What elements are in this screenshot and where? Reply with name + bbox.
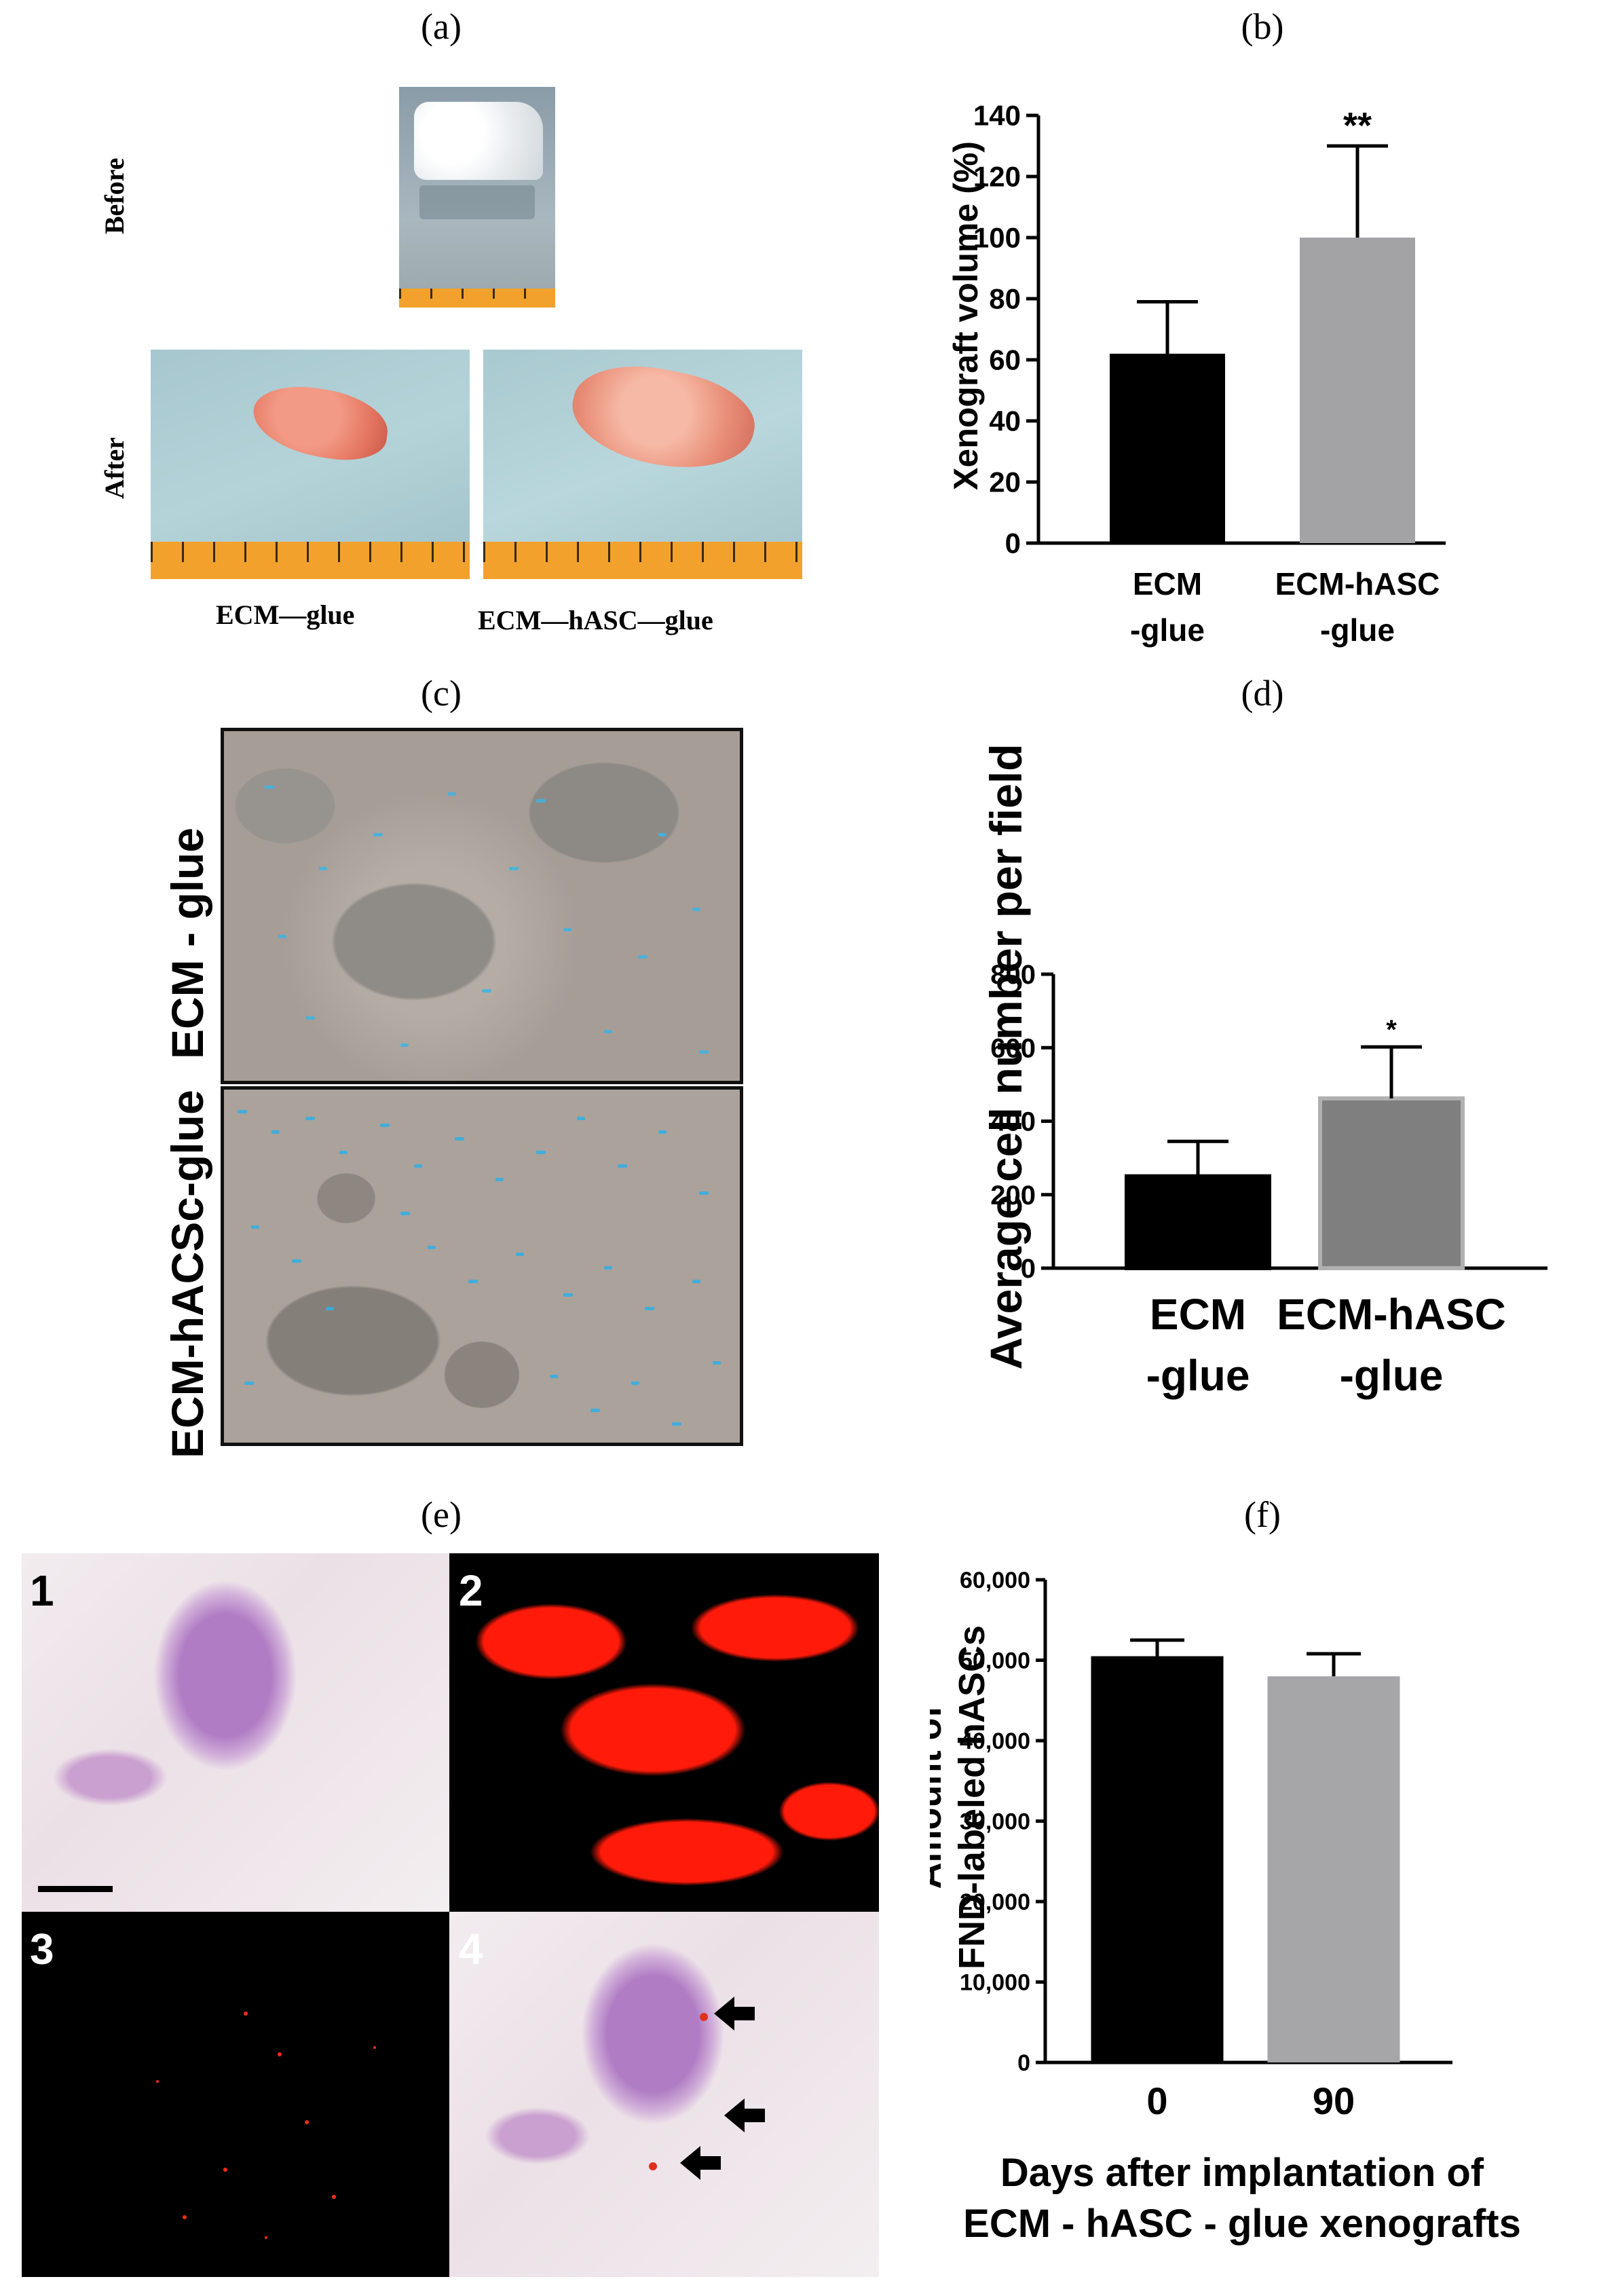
y-tick-label: 60,000: [960, 1568, 1030, 1593]
panel-label-a: (a): [421, 6, 462, 47]
significance-marker: *: [1386, 1015, 1397, 1045]
ecm-hasc-glue-photo: [483, 350, 802, 579]
category-label: 0: [1146, 2079, 1167, 2122]
ruler: [151, 542, 470, 579]
y-tick-label: 20: [989, 466, 1021, 498]
bar: [1091, 1656, 1224, 2062]
y-tick-label: 600: [990, 1033, 1036, 1063]
category-label: 90: [1313, 2079, 1355, 2122]
y-tick-label: 40,000: [960, 1728, 1030, 1754]
tile-number: 1: [30, 1566, 54, 1615]
y-tick-label: 30,000: [960, 1809, 1030, 1834]
fnd-signal-dots: [156, 2012, 376, 2239]
y-tick-label: 0: [1021, 1254, 1036, 1284]
he-tile-1: 1: [22, 1553, 449, 1912]
y-axis-label: Amount of: [930, 1705, 949, 1889]
panel-label-e: (e): [421, 1494, 462, 1535]
y-tick-label: 400: [990, 1107, 1036, 1137]
y-tick-label: 100: [973, 222, 1021, 254]
ruler: [399, 289, 555, 308]
category-label: -glue: [1130, 612, 1205, 648]
category-label: -glue: [1340, 1351, 1444, 1400]
category-label: ECM-hASC: [1275, 566, 1440, 601]
y-tick-label: 10,000: [960, 1969, 1030, 1995]
y-tick-label: 60: [989, 344, 1021, 376]
cell-nuclei: [265, 785, 709, 1054]
bar: [1300, 238, 1415, 543]
chart-d: 0 200 400 600 800 ECM -glue * ECM-hASC -glue Avera…: [981, 747, 1547, 1400]
category-label: -glue: [1146, 1351, 1250, 1400]
scale-bar: [38, 1886, 113, 1892]
panel-label-f: (f): [1244, 1494, 1281, 1535]
significance-marker: **: [1343, 105, 1372, 146]
panel-label-c: (c): [421, 673, 462, 714]
y-axis-label: FND-labeled hASCs: [952, 1625, 992, 1969]
xenograft-tissue: [248, 379, 392, 466]
tile-number: 3: [30, 1925, 54, 1974]
y-tick-label: 140: [973, 100, 1021, 132]
y-tick-label: 0: [1005, 527, 1021, 559]
arrow-icon: [714, 1997, 755, 2031]
fluorescence-tile-2: 2: [449, 1553, 879, 1912]
after-label: After: [99, 437, 130, 499]
ruler: [483, 542, 802, 579]
y-tick-label: 40: [989, 405, 1021, 437]
category-label: ECM-hASC: [1277, 1290, 1506, 1339]
micrograph-ecm-glue: [221, 728, 743, 1084]
he-tile-4: 4: [449, 1912, 879, 2277]
cell-nuclei: [238, 1110, 721, 1426]
panel-label-b: (b): [1241, 6, 1284, 47]
tile-number: 2: [459, 1566, 483, 1615]
before-label: Before: [99, 158, 130, 234]
arrow-icon: [724, 2098, 765, 2132]
ecm-glue-row-label: ECM - glue: [162, 828, 212, 1059]
y-axis-label: Average cell number per field: [981, 747, 1031, 1369]
caption-ecm-glue: ECM—glue: [216, 599, 355, 630]
bar: [1318, 1096, 1465, 1270]
arrow-icon: [680, 2146, 721, 2180]
x-axis-label: ECM - hASC - glue xenografts: [963, 2202, 1521, 2246]
scaffold-shape: [414, 102, 543, 180]
arrow-markers: [649, 1997, 765, 2180]
bar: [1110, 354, 1225, 543]
y-tick-label: 50,000: [960, 1648, 1030, 1673]
before-photo: [399, 87, 555, 308]
chart-f: 0 10,000 20,000 30,000 40,000 50,000 60,000 0 90…: [930, 1568, 1521, 2246]
y-axis-label: Xenograft volume (%): [947, 141, 985, 490]
bar: [1125, 1174, 1271, 1270]
category-label: ECM: [1150, 1290, 1246, 1339]
chart-b: 0 20 40 60 80 100 120 140 ECM -glue ** ECM-hASC -glu…: [947, 100, 1446, 648]
x-axis-label: Days after implantation of: [1000, 2151, 1484, 2195]
category-label: ECM: [1133, 566, 1202, 601]
bar: [1267, 1676, 1400, 2062]
y-tick-label: 20,000: [960, 1889, 1030, 1915]
tile-number: 4: [459, 1925, 483, 1974]
panel-label-d: (d): [1241, 673, 1284, 714]
caption-ecm-hasc-glue: ECM—hASC—glue: [478, 605, 713, 635]
y-tick-label: 800: [990, 960, 1036, 990]
y-tick-label: 0: [1017, 2050, 1030, 2076]
xenograft-tissue: [563, 352, 763, 483]
y-tick-label: 120: [973, 161, 1021, 193]
category-label: -glue: [1320, 612, 1395, 648]
micrograph-ecm-hasc-glue: [221, 1086, 743, 1446]
ecm-hacsc-glue-row-label: ECM-hACSc-glue: [162, 1090, 212, 1458]
fluorescence-tile-3: 3: [22, 1912, 449, 2277]
ecm-glue-photo: [151, 350, 470, 579]
y-tick-label: 200: [990, 1181, 1036, 1210]
y-tick-label: 80: [989, 283, 1021, 315]
